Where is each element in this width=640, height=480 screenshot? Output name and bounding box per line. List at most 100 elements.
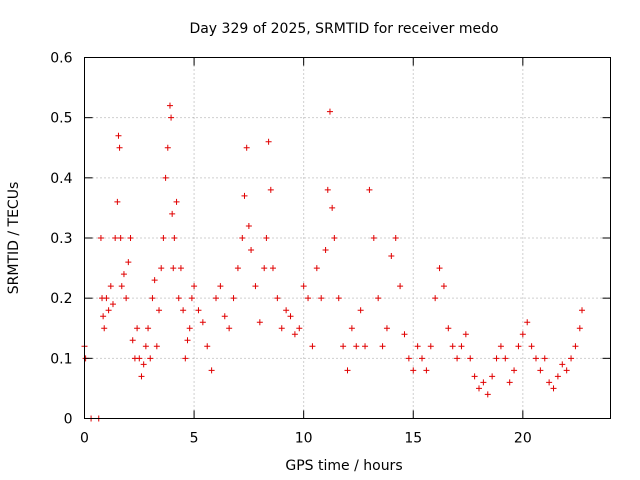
data-point — [188, 295, 195, 302]
chart-title: Day 329 of 2025, SRMTID for receiver med… — [189, 21, 498, 37]
data-point — [541, 355, 548, 362]
data-point — [199, 319, 206, 326]
data-point — [329, 204, 336, 211]
data-point — [344, 367, 351, 374]
data-point — [252, 283, 259, 290]
data-point — [234, 265, 241, 272]
data-point — [171, 235, 178, 241]
data-point — [180, 307, 187, 314]
data-point — [170, 265, 177, 272]
x-axis-label: GPS time / hours — [285, 458, 402, 474]
data-point — [318, 295, 325, 302]
data-point — [217, 283, 224, 290]
data-point — [103, 295, 110, 302]
data-point — [370, 235, 377, 241]
data-point — [454, 355, 461, 362]
grid — [84, 57, 611, 419]
data-point — [162, 174, 169, 181]
data-point — [97, 235, 104, 241]
data-point — [427, 343, 434, 350]
data-point — [357, 307, 364, 314]
data-point — [331, 235, 338, 241]
data-point — [153, 343, 160, 350]
data-point — [375, 295, 382, 302]
data-point — [221, 313, 228, 320]
data-point — [184, 337, 191, 344]
x-tick-label: 5 — [190, 431, 199, 447]
data-point — [379, 343, 386, 350]
data-point — [151, 277, 158, 284]
data-point — [322, 247, 329, 254]
data-point — [105, 307, 112, 314]
data-point — [283, 307, 290, 314]
data-point — [269, 265, 276, 272]
data-point — [145, 325, 152, 332]
data-point — [546, 379, 553, 386]
data-point — [335, 295, 342, 302]
data-point — [149, 295, 156, 302]
x-tick-label: 20 — [514, 431, 532, 447]
data-point — [168, 114, 175, 121]
data-point — [362, 343, 369, 350]
y-tick-label: 0.2 — [50, 291, 72, 307]
data-point — [160, 235, 167, 241]
data-point — [118, 283, 125, 290]
data-point — [506, 379, 513, 386]
data-point — [112, 235, 119, 241]
data-point — [125, 259, 132, 266]
data-point — [101, 325, 108, 332]
data-point — [401, 331, 408, 338]
data-point — [493, 355, 500, 362]
data-point — [136, 355, 143, 362]
data-point — [445, 325, 452, 332]
data-point — [353, 343, 360, 350]
data-point — [388, 253, 395, 260]
data-point — [480, 379, 487, 386]
plot-frame — [84, 57, 611, 419]
data-point — [169, 210, 176, 217]
data-point — [134, 325, 141, 332]
data-point — [120, 271, 127, 278]
data-point — [278, 325, 285, 332]
data-point — [182, 355, 189, 362]
data-point — [458, 343, 465, 350]
data-point — [537, 367, 544, 374]
data-point — [568, 355, 575, 362]
data-point — [579, 307, 586, 314]
data-point — [263, 235, 270, 241]
data-point — [287, 313, 294, 320]
data-point — [191, 283, 198, 290]
data-point — [550, 385, 557, 392]
data-point — [576, 325, 583, 332]
data-point — [572, 343, 579, 350]
data-point — [117, 235, 124, 241]
data-point — [177, 265, 184, 272]
data-point — [405, 355, 412, 362]
data-point — [213, 295, 219, 302]
data-point — [230, 295, 237, 302]
data-point — [100, 313, 107, 320]
data-point — [524, 319, 531, 326]
axis-ticks: 0 0.1 0.2 0.3 0.4 0.5 0.6 0 5 10 15 20 — [50, 51, 611, 447]
data-point — [440, 283, 447, 290]
data-point — [291, 331, 298, 338]
data-point — [397, 283, 404, 290]
data-point — [226, 325, 233, 332]
data-point — [497, 343, 504, 350]
data-point — [528, 343, 535, 350]
data-point — [313, 265, 320, 272]
data-point — [462, 331, 469, 338]
data-point — [419, 355, 426, 362]
data-point — [305, 295, 312, 302]
data-point — [239, 235, 246, 241]
data-point — [166, 102, 173, 109]
data-point — [241, 192, 248, 199]
data-point — [476, 385, 482, 392]
data-point — [114, 198, 121, 205]
data-point — [208, 367, 215, 374]
data-point — [432, 295, 439, 302]
data-point — [515, 343, 522, 350]
data-point — [156, 307, 163, 314]
data-point — [511, 367, 518, 374]
data-point — [138, 373, 145, 380]
